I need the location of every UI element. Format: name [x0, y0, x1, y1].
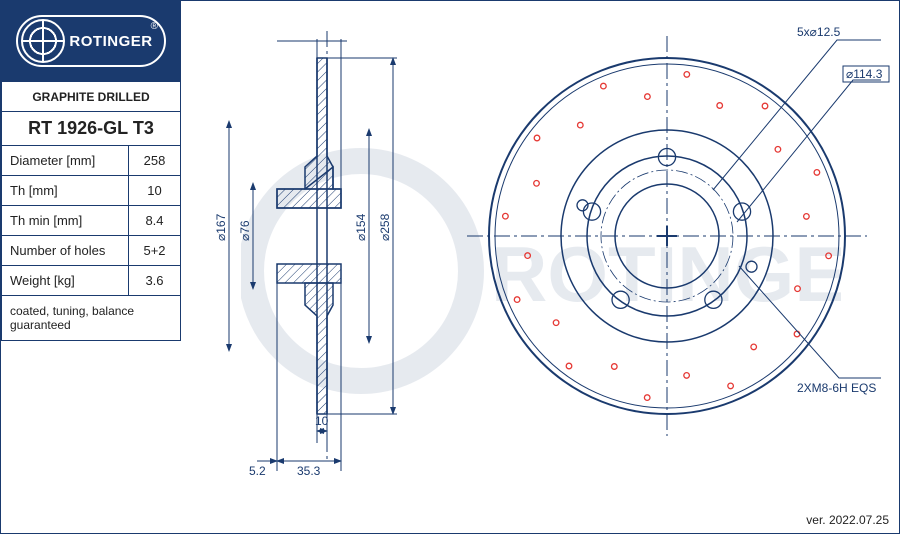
dim-hat: 35.3 — [297, 464, 321, 478]
dim-d76: ⌀76 — [238, 220, 252, 241]
dim-d167: ⌀167 — [214, 213, 228, 241]
spec-value: 5+2 — [129, 236, 181, 266]
version-label: ver. 2022.07.25 — [806, 513, 889, 527]
registered-icon: ® — [151, 21, 158, 32]
dim-face: 10 — [315, 414, 329, 428]
spec-label: Weight [kg] — [2, 266, 129, 296]
spec-label: Diameter [mm] — [2, 146, 129, 176]
spec-table: GRAPHITE DRILLED RT 1926-GL T3 Diameter … — [1, 81, 181, 341]
product-type: GRAPHITE DRILLED — [2, 82, 181, 112]
spec-label: Th min [mm] — [2, 206, 129, 236]
spec-value: 10 — [129, 176, 181, 206]
spec-label: Th [mm] — [2, 176, 129, 206]
face-view: 5x⌀12.5 ⌀114.3 2XM8-6H EQS — [467, 25, 889, 436]
brand-name: ROTINGER — [69, 33, 152, 50]
logo-emblem: ROTINGER ® — [16, 15, 166, 67]
spec-note: coated, tuning, balance guaranteed — [2, 296, 181, 341]
dim-d154: ⌀154 — [354, 213, 368, 241]
logo-wheel-icon — [21, 19, 65, 63]
dim-offset: 5.2 — [249, 464, 266, 478]
part-number: RT 1926-GL T3 — [2, 112, 181, 146]
callout-thread: 2XM8-6H EQS — [797, 381, 876, 395]
brand-logo: ROTINGER ® — [1, 1, 181, 81]
spec-value: 258 — [129, 146, 181, 176]
callout-bolt: 5x⌀12.5 — [797, 25, 841, 39]
section-view: ⌀167 ⌀76 ⌀154 ⌀258 10 35.3 5.2 — [214, 31, 397, 478]
callout-pcd: ⌀114.3 — [846, 67, 883, 81]
dim-d258: ⌀258 — [378, 213, 392, 241]
spec-value: 8.4 — [129, 206, 181, 236]
spec-label: Number of holes — [2, 236, 129, 266]
spec-value: 3.6 — [129, 266, 181, 296]
technical-drawing: ⌀167 ⌀76 ⌀154 ⌀258 10 35.3 5.2 — [197, 11, 891, 497]
